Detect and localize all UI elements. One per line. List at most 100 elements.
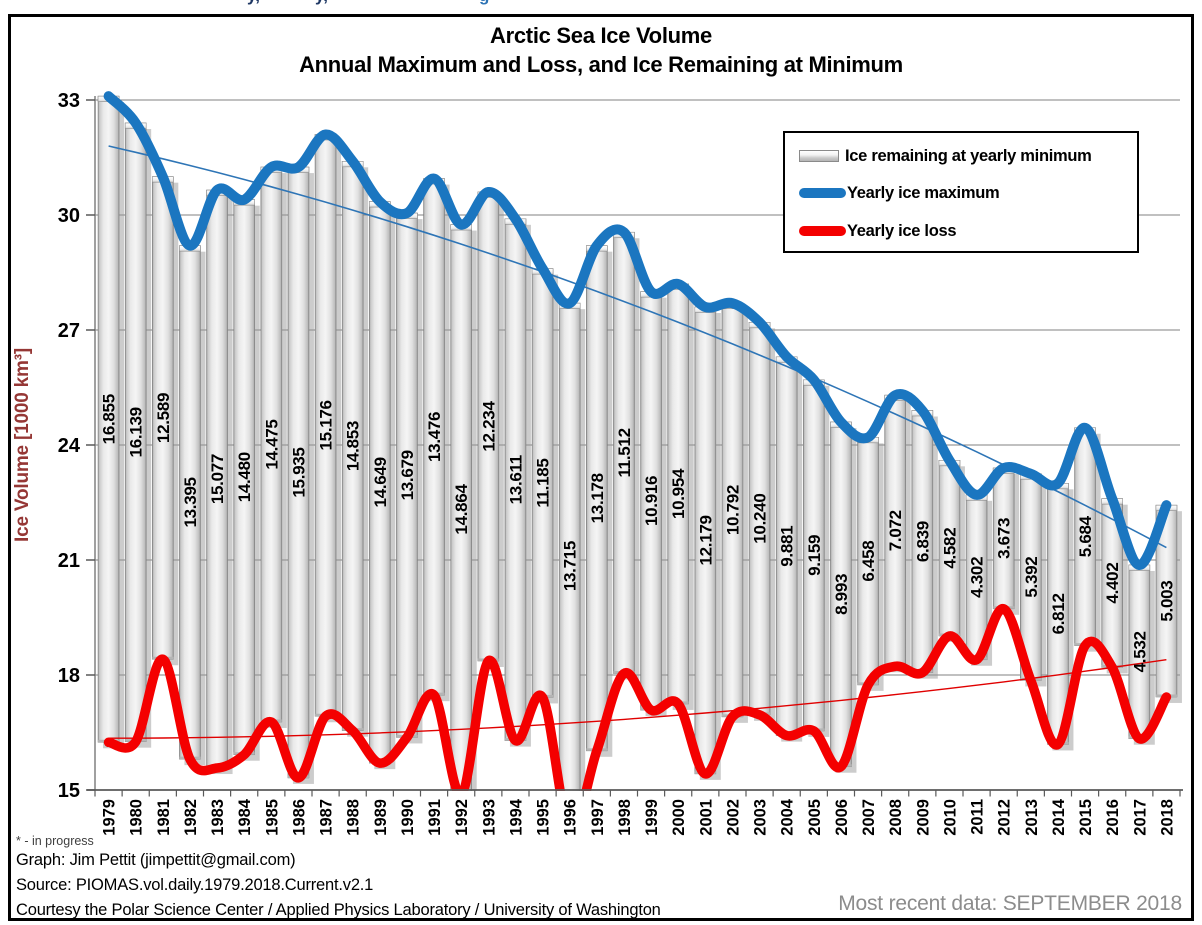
bar-2001 — [694, 306, 721, 780]
bar-1981 — [152, 176, 179, 666]
bar-1990 — [396, 212, 423, 744]
bar-value-label-2011: 4.302 — [968, 557, 987, 598]
bar-2000 — [667, 283, 694, 710]
bar-1996 — [558, 302, 586, 791]
loss-trend-line — [108, 659, 1167, 739]
cropped-top-text: y, y, g — [0, 0, 1202, 13]
yearly-ice-loss-line — [103, 604, 1172, 791]
bar-value-label-2009: 6.839 — [913, 521, 932, 562]
bar-value-label-2000: 10.954 — [669, 468, 688, 519]
cropped-text-fragment: y, — [247, 0, 260, 6]
year-label-1986: 1986 — [290, 799, 308, 836]
bar-1985 — [260, 166, 287, 728]
legend-item-ice-loss: Yearly ice loss — [799, 218, 957, 244]
bar-value-label-1986: 15.935 — [289, 447, 308, 497]
legend-item-ice-maximum: Yearly ice maximum — [799, 180, 1000, 206]
year-label-2008: 2008 — [887, 799, 905, 836]
y-tick-label-15: 15 — [58, 780, 80, 802]
bar-value-label-1981: 12.589 — [154, 393, 173, 443]
year-label-2002: 2002 — [724, 799, 742, 836]
year-label-2015: 2015 — [1077, 799, 1095, 836]
year-label-2004: 2004 — [779, 798, 797, 836]
year-label-2014: 2014 — [1050, 798, 1068, 836]
y-tick-label-30: 30 — [58, 205, 80, 227]
bar-2012 — [992, 467, 1020, 615]
bar-value-label-2007: 6.458 — [859, 541, 878, 582]
year-label-1981: 1981 — [155, 799, 173, 836]
bar-2018 — [1155, 504, 1182, 703]
year-label-1996: 1996 — [562, 799, 580, 836]
cropped-text-fragment: g — [479, 0, 489, 6]
year-label-1990: 1990 — [399, 799, 417, 836]
most-recent-data-label: Most recent data: SEPTEMBER 2018 — [838, 892, 1182, 915]
bar-2007 — [857, 437, 884, 691]
bar-value-label-1993: 12.234 — [479, 401, 498, 452]
bar-value-label-2008: 7.072 — [886, 510, 905, 551]
year-label-2017: 2017 — [1131, 799, 1149, 836]
bar-value-label-1987: 15.176 — [317, 400, 336, 450]
y-tick-label-27: 27 — [58, 320, 80, 342]
bar-2006 — [830, 421, 857, 773]
year-label-2012: 2012 — [996, 799, 1014, 836]
bar-1982 — [179, 245, 206, 766]
footer-graph-credit: Graph: Jim Pettit (jimpettit@gmail.com) — [16, 851, 296, 869]
bar-value-label-2016: 4.402 — [1103, 563, 1122, 604]
year-label-1995: 1995 — [535, 799, 553, 836]
legend-label: Ice remaining at yearly minimum — [845, 146, 1092, 165]
footnote-in-progress: * - in progress — [16, 834, 94, 848]
legend-item-ice-remaining: Ice remaining at yearly minimum — [799, 143, 1092, 169]
bar-value-label-2013: 5.392 — [1022, 557, 1041, 598]
year-label-2009: 2009 — [914, 799, 932, 836]
bar-value-label-1989: 14.649 — [371, 457, 390, 507]
bars-group — [97, 95, 1182, 791]
y-tick-label-21: 21 — [58, 550, 80, 572]
year-label-1992: 1992 — [453, 799, 471, 836]
year-label-2013: 2013 — [1023, 799, 1041, 836]
year-label-2000: 2000 — [670, 799, 688, 836]
bar-1979 — [97, 95, 125, 749]
bar-2008 — [884, 394, 911, 673]
bar-value-label-1983: 15.077 — [208, 454, 227, 504]
year-label-1988: 1988 — [345, 799, 363, 836]
year-label-2003: 2003 — [752, 799, 770, 836]
bar-value-label-1984: 14.480 — [235, 452, 254, 502]
bar-value-label-1980: 16.139 — [127, 407, 146, 457]
bar-value-label-2010: 4.582 — [940, 528, 959, 569]
bar-value-label-2004: 9.881 — [778, 526, 797, 567]
year-label-2006: 2006 — [833, 799, 851, 836]
year-label-1989: 1989 — [372, 799, 390, 836]
footer-courtesy: Courtesy the Polar Science Center / Appl… — [16, 901, 661, 919]
maximum-trend-line — [108, 145, 1167, 549]
bar-1993 — [477, 191, 504, 667]
year-label-1999: 1999 — [643, 799, 661, 836]
year-label-2007: 2007 — [860, 799, 878, 836]
chart-title-line2: Annual Maximum and Loss, and Ice Remaini… — [299, 52, 903, 77]
bar-value-label-1991: 13.476 — [425, 412, 444, 462]
bar-value-label-1998: 11.512 — [615, 428, 634, 477]
bar-swatch-icon — [799, 150, 839, 162]
bar-value-label-2006: 8.993 — [832, 574, 851, 615]
bar-value-label-2003: 10.240 — [751, 493, 770, 543]
year-label-1980: 1980 — [128, 799, 146, 836]
bar-value-label-2017: 4.532 — [1130, 631, 1149, 672]
chart-title-line1: Arctic Sea Ice Volume — [490, 23, 712, 48]
bar-value-label-2014: 6.812 — [1049, 593, 1068, 634]
year-label-1983: 1983 — [209, 799, 227, 836]
y-tick-label-33: 33 — [58, 90, 80, 112]
y-tick-label-24: 24 — [58, 435, 81, 457]
bar-value-label-1999: 10.916 — [642, 476, 661, 526]
legend-label: Yearly ice maximum — [847, 183, 1000, 202]
bar-value-label-1990: 13.679 — [398, 450, 417, 500]
bar-2002 — [721, 302, 748, 723]
bar-value-label-1997: 13.178 — [588, 473, 607, 523]
bar-value-label-2018: 5.003 — [1157, 581, 1176, 622]
yearly-ice-maximum-line — [103, 91, 1172, 570]
bar-value-label-2001: 12.179 — [696, 515, 715, 565]
year-label-1994: 1994 — [507, 798, 525, 836]
year-label-1993: 1993 — [480, 799, 498, 836]
bar-value-label-1995: 11.185 — [534, 458, 553, 507]
year-label-2001: 2001 — [697, 799, 715, 836]
bar-value-label-2012: 3.673 — [995, 518, 1014, 559]
